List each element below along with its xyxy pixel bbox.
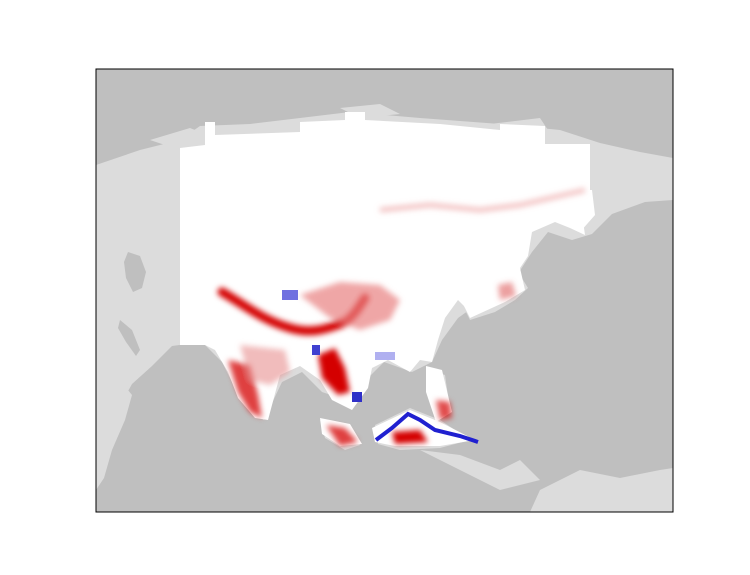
- land-arctic-islands: [150, 104, 548, 150]
- india-light: [240, 345, 290, 385]
- sumatra-patch: [326, 425, 358, 446]
- map-content: [96, 104, 673, 512]
- blue-patch: [282, 290, 298, 300]
- land-australia: [530, 468, 673, 512]
- red-sea: [118, 320, 140, 356]
- siberia-streak: [379, 187, 586, 213]
- anomaly-patches: [217, 187, 586, 446]
- burma-patch: [318, 348, 350, 395]
- japan-patch: [498, 282, 516, 300]
- india-patch: [228, 360, 262, 418]
- land-africa: [96, 378, 132, 490]
- tibet-patch: [300, 282, 400, 330]
- blue-patch: [352, 392, 362, 402]
- blue-patch: [312, 345, 320, 355]
- caspian-sea: [124, 252, 146, 292]
- borneo-blue-line: [374, 411, 479, 444]
- philippines-patch: [436, 400, 452, 420]
- borneo-patch: [392, 430, 428, 444]
- blue-patch: [375, 352, 395, 360]
- map-frame: [95, 68, 674, 513]
- data-region: [180, 112, 590, 420]
